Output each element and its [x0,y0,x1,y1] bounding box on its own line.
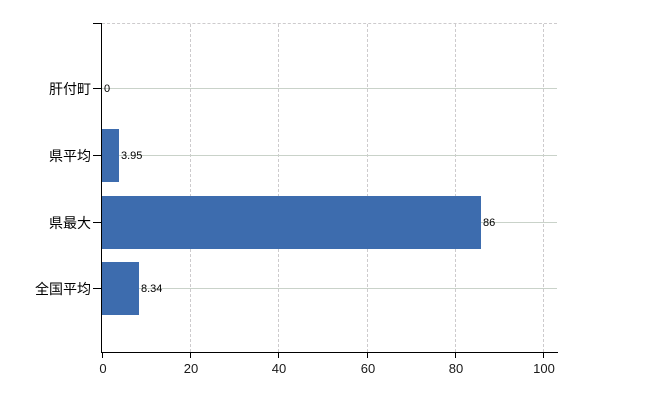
vertical-gridline [278,24,279,352]
y-axis-tick [93,155,101,156]
y-axis-tick [93,288,101,289]
vertical-gridline [455,24,456,352]
plot-top-border [102,23,557,24]
category-label: 県最大 [49,215,91,231]
x-tick-label: 20 [183,361,199,376]
horizontal-gridline [102,155,557,156]
horizontal-gridline [102,288,557,289]
y-axis-top-tick [93,23,101,24]
bar-value-label: 0 [104,83,111,95]
bar [102,262,139,315]
vertical-gridline [543,24,544,352]
x-tick-label: 100 [533,361,555,376]
category-label: 県平均 [49,148,91,164]
category-label: 肝付町 [49,81,91,97]
x-axis-tick [278,353,279,358]
x-axis-tick [543,353,544,358]
horizontal-gridline [102,88,557,89]
y-axis-tick [93,88,101,89]
bar-value-label: 3.95 [121,150,143,162]
x-axis-tick [367,353,368,358]
bar-value-label: 8.34 [141,283,163,295]
y-axis-tick [93,222,101,223]
x-axis-tick [190,353,191,358]
x-axis-tick [102,353,103,358]
bar [102,129,119,182]
x-axis-line [101,352,558,353]
x-tick-label: 0 [99,361,107,376]
bar [102,196,481,249]
bar-value-label: 86 [483,217,496,229]
x-tick-label: 60 [360,361,376,376]
vertical-gridline [367,24,368,352]
x-tick-label: 40 [271,361,287,376]
category-label: 全国平均 [35,281,91,297]
x-tick-label: 80 [448,361,464,376]
y-axis-line [101,23,102,353]
x-axis-tick [455,353,456,358]
vertical-gridline [190,24,191,352]
